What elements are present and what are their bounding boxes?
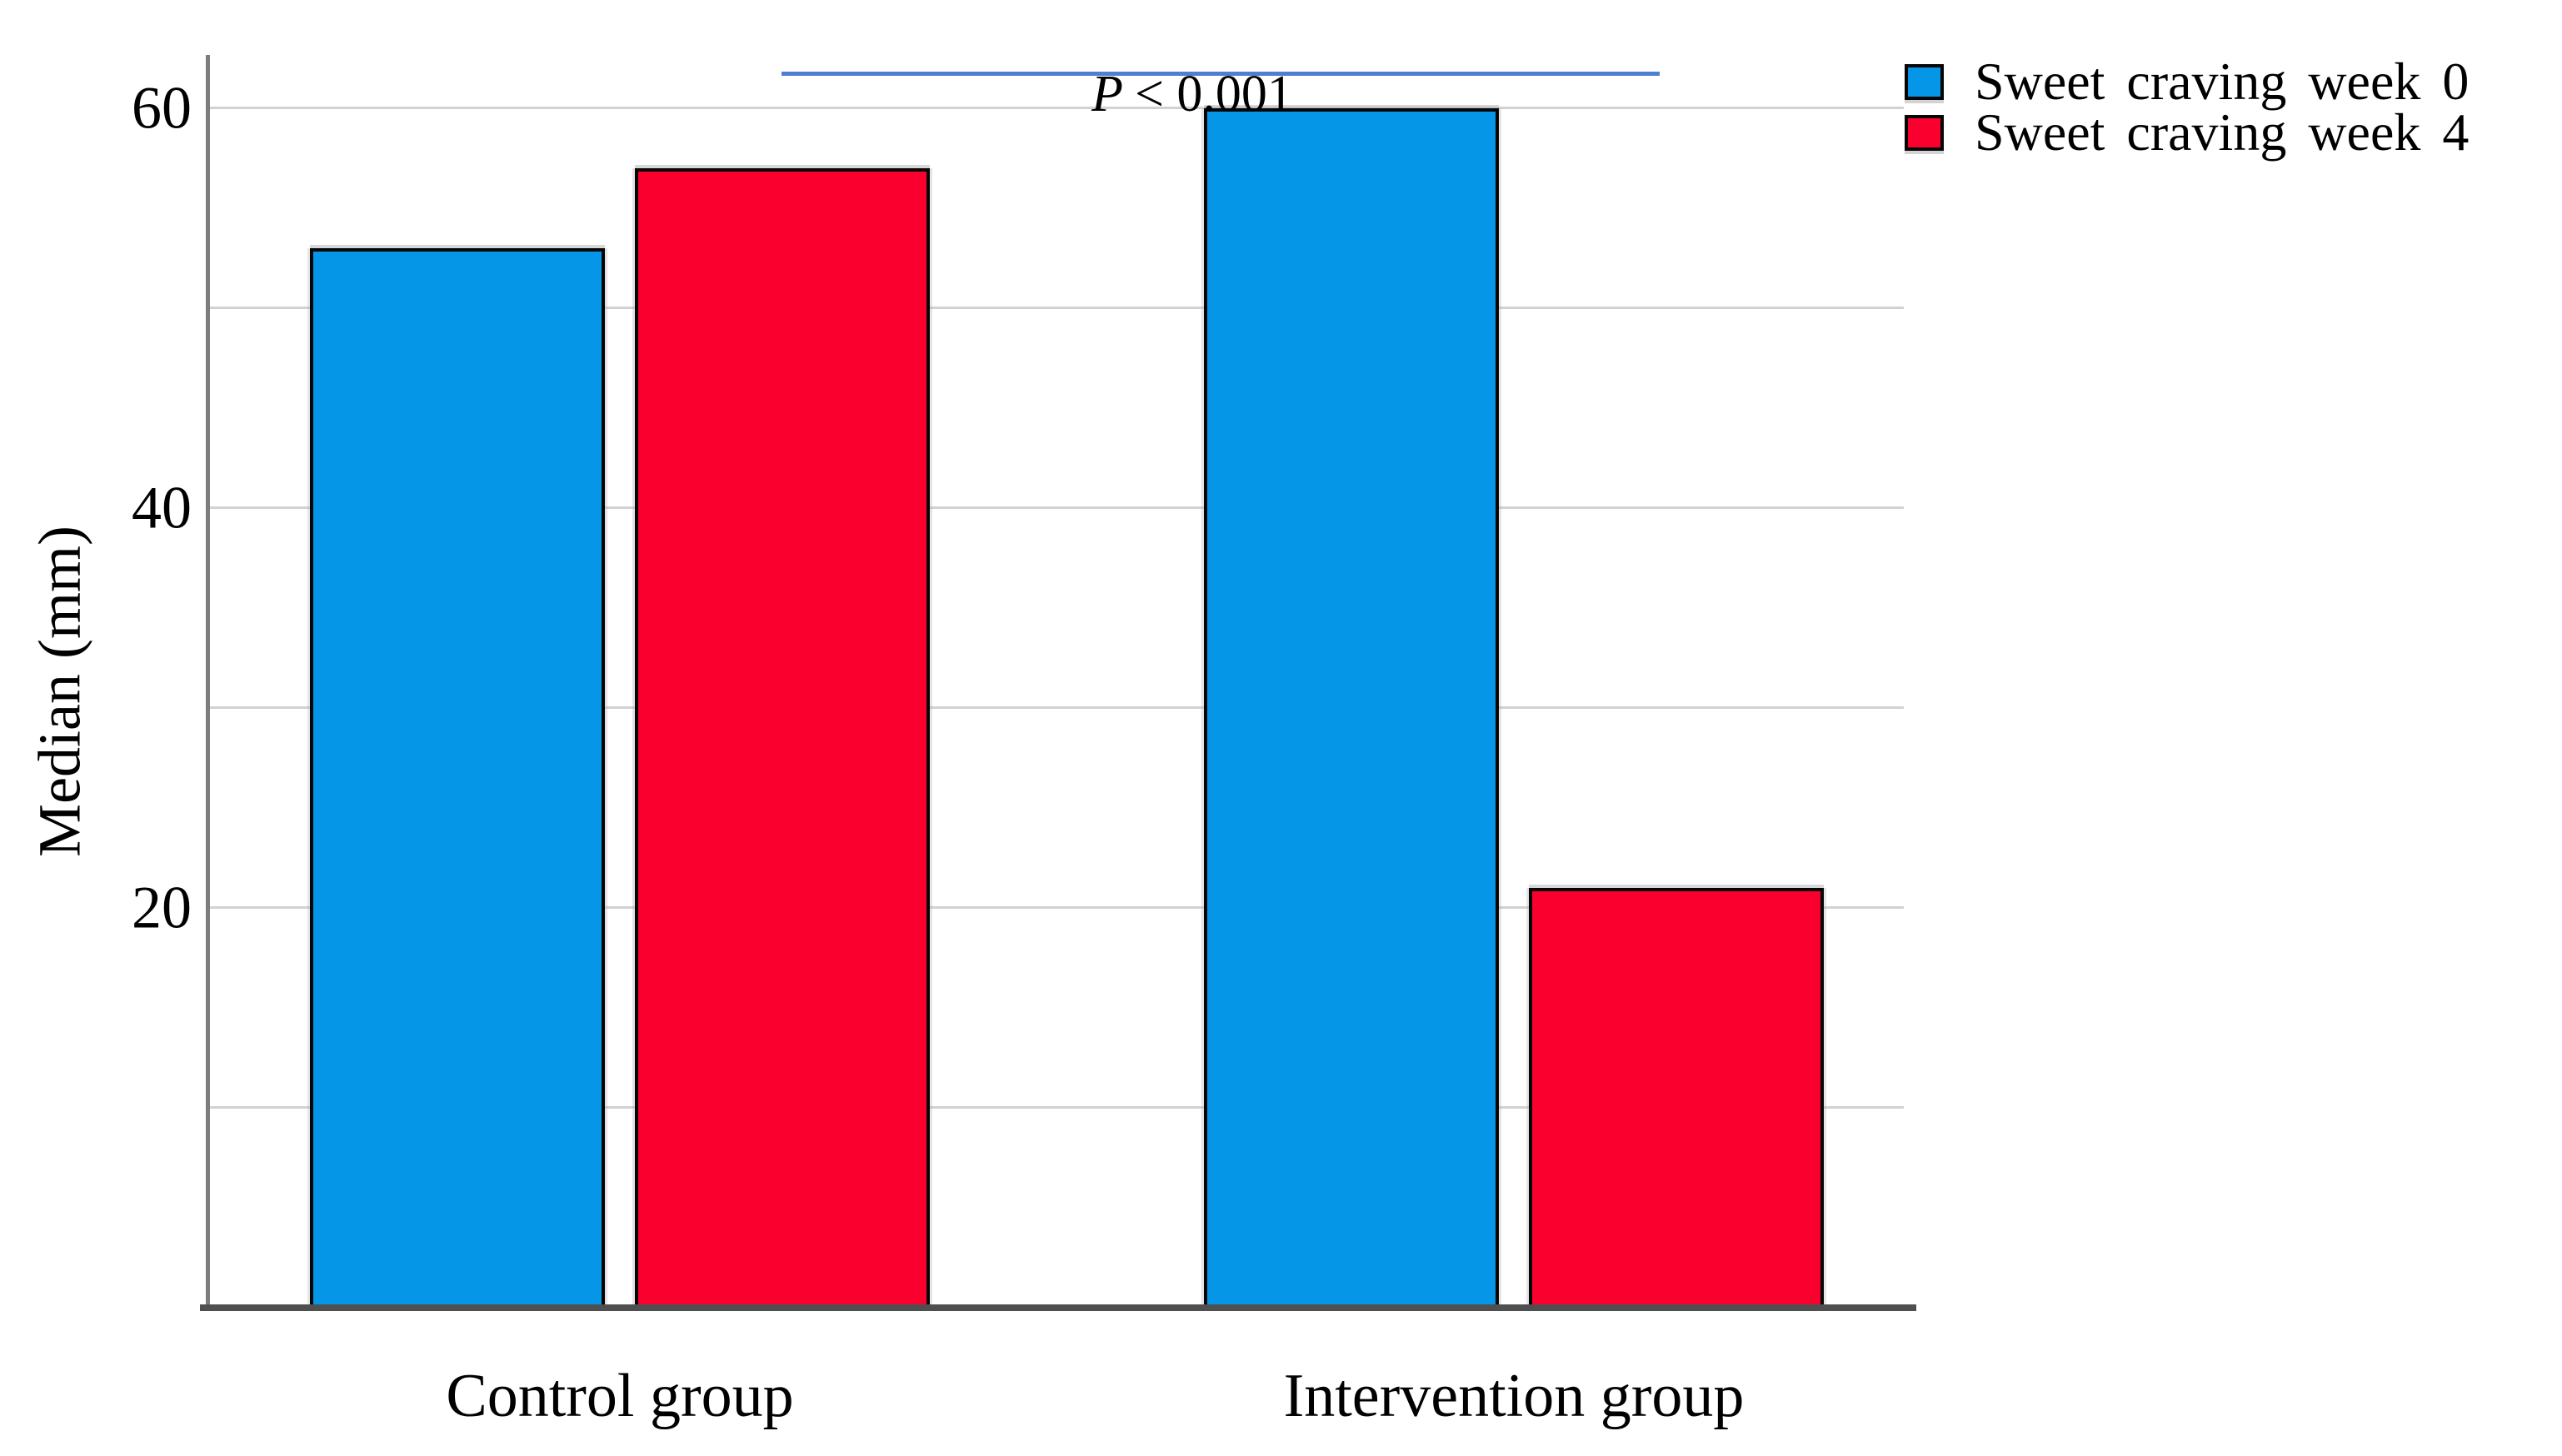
legend-swatch-icon [1905, 63, 1944, 100]
x-axis-line [200, 1304, 1916, 1311]
significance-line [782, 72, 1660, 76]
bar-control-group-series-1 [635, 168, 930, 1308]
bar-intervention-group-series-1 [1529, 888, 1824, 1308]
legend-item-0: Sweet craving week 0 [1905, 55, 2469, 108]
legend-label: Sweet craving week 0 [1975, 52, 2470, 111]
y-axis-title: Median (mm) [26, 526, 93, 857]
legend-item-1: Sweet craving week 4 [1905, 106, 2469, 159]
y-tick-label-60: 60 [132, 74, 192, 142]
y-tick-label-40: 40 [132, 474, 192, 541]
gridline-y-60 [208, 107, 1904, 109]
bar-control-group-series-0 [310, 248, 605, 1308]
category-label-control-group: Control group [446, 1362, 794, 1430]
legend-label: Sweet craving week 4 [1975, 102, 2470, 162]
significance-label: P < 0.001 [1040, 7, 1293, 182]
significance-p-value: < 0.001 [1134, 66, 1293, 122]
legend-swatch-icon [1905, 114, 1944, 151]
y-tick-label-20: 20 [132, 874, 192, 941]
gridline-y-40 [208, 506, 1904, 509]
gridline-y-30 [208, 706, 1904, 709]
category-label-intervention-group: Intervention group [1283, 1362, 1745, 1430]
gridline-y-50 [208, 307, 1904, 309]
bar-intervention-group-series-0 [1204, 108, 1499, 1308]
significance-p-symbol: P [1091, 66, 1123, 122]
gridline-y-10 [208, 1106, 1904, 1109]
y-axis-line [206, 55, 210, 1311]
gridline-y-20 [208, 906, 1904, 909]
